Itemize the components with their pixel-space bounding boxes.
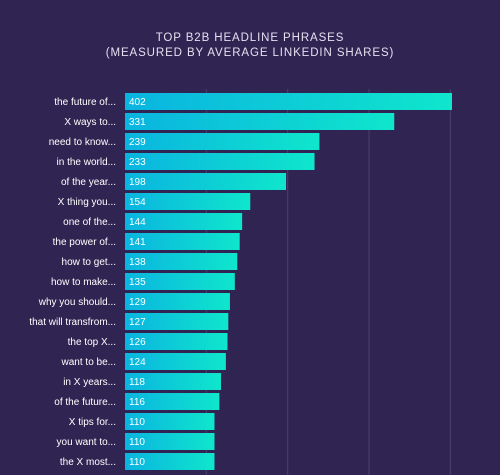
value-label: 144 <box>129 217 146 228</box>
value-label: 198 <box>129 177 146 188</box>
bar <box>125 393 220 410</box>
bar <box>125 193 251 210</box>
bar <box>125 113 395 130</box>
category-label: that will transfrom... <box>29 317 116 328</box>
value-label: 129 <box>129 297 146 308</box>
value-label: 110 <box>129 437 145 448</box>
bar <box>125 213 243 230</box>
category-label: of the future... <box>54 397 116 408</box>
bar <box>125 253 238 270</box>
bar <box>125 133 320 150</box>
bar <box>125 173 287 190</box>
chart-subtitle: (MEASURED BY AVERAGE LINKEDIN SHARES) <box>105 47 395 59</box>
bars: the future of... 402 X ways to... 331 need t… <box>29 93 452 470</box>
category-label: how to make... <box>51 277 116 288</box>
category-label: the top X... <box>68 337 116 348</box>
value-label: 141 <box>129 237 146 248</box>
category-label: one of the... <box>63 217 116 228</box>
category-label: in the world... <box>57 157 116 168</box>
value-label: 402 <box>129 97 146 108</box>
category-label: want to be... <box>61 357 116 368</box>
bar <box>125 353 226 370</box>
category-label: of the year... <box>61 177 116 188</box>
category-label: the power of... <box>53 237 116 248</box>
value-label: 118 <box>129 377 145 388</box>
value-label: 126 <box>129 337 146 348</box>
category-label: need to know... <box>49 137 116 148</box>
value-label: 154 <box>129 197 146 208</box>
value-label: 239 <box>129 137 146 148</box>
bar <box>125 313 229 330</box>
bar <box>125 153 315 170</box>
bar <box>125 293 230 310</box>
value-label: 331 <box>129 117 146 128</box>
category-label: you want to... <box>57 437 116 448</box>
value-label: 110 <box>129 457 145 468</box>
category-label: X thing you... <box>58 197 116 208</box>
value-label: 110 <box>129 417 145 428</box>
chart-title: TOP B2B HEADLINE PHRASES <box>155 32 345 44</box>
category-label: X tips for... <box>69 417 116 428</box>
value-label: 233 <box>129 157 146 168</box>
bar <box>125 453 215 470</box>
bar <box>125 413 215 430</box>
bar <box>125 433 215 450</box>
category-label: how to get... <box>62 257 116 268</box>
value-label: 138 <box>129 257 146 268</box>
value-label: 124 <box>129 357 146 368</box>
category-label: the future of... <box>54 97 116 108</box>
bar <box>125 333 228 350</box>
category-label: why you should... <box>38 297 116 308</box>
category-label: in X years... <box>63 377 116 388</box>
category-label: the X most... <box>60 457 116 468</box>
bar <box>125 233 240 250</box>
category-label: X ways to... <box>64 117 116 128</box>
bar <box>125 373 221 390</box>
bar <box>125 273 235 290</box>
bar <box>125 93 452 110</box>
value-label: 116 <box>129 397 145 408</box>
value-label: 135 <box>129 277 146 288</box>
value-label: 127 <box>129 317 146 328</box>
